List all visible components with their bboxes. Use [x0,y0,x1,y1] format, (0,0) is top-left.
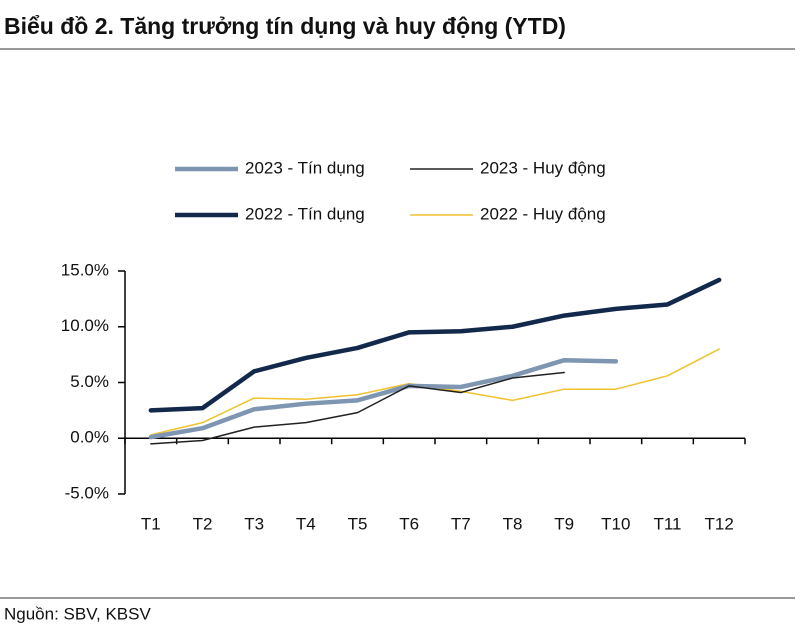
series-line [150,348,720,436]
y-tick-label: 15.0% [61,260,109,279]
x-tick-label: T9 [554,514,574,533]
x-tick-label: T2 [193,514,213,533]
x-tick-label: T7 [451,514,471,533]
y-tick-label: 0.0% [70,428,109,447]
x-tick-label: T10 [601,514,630,533]
x-tick-label: T4 [296,514,316,533]
y-tick-label: 10.0% [61,316,109,335]
series-line [150,371,565,445]
legend-label: 2022 - Tín dụng [245,204,365,223]
source: Nguồn: SBV, KBSV [4,604,151,623]
legend-label: 2022 - Huy động [480,204,606,223]
x-tick-label: T3 [244,514,264,533]
x-tick-label: T12 [705,514,734,533]
y-tick-label: 5.0% [70,372,109,391]
legend-label: 2023 - Huy động [480,158,606,177]
x-tick-label: T6 [399,514,419,533]
legend-label: 2023 - Tín dụng [245,158,365,177]
series-line [148,277,722,413]
x-tick-label: T5 [348,514,368,533]
x-tick-label: T8 [503,514,523,533]
y-tick-label: -5.0% [65,483,109,502]
chart-title: Biểu đồ 2. Tăng trưởng tín dụng và huy đ… [4,13,566,39]
series-line [148,357,619,440]
x-tick-label: T11 [653,514,681,533]
x-tick-label: T1 [141,514,161,533]
